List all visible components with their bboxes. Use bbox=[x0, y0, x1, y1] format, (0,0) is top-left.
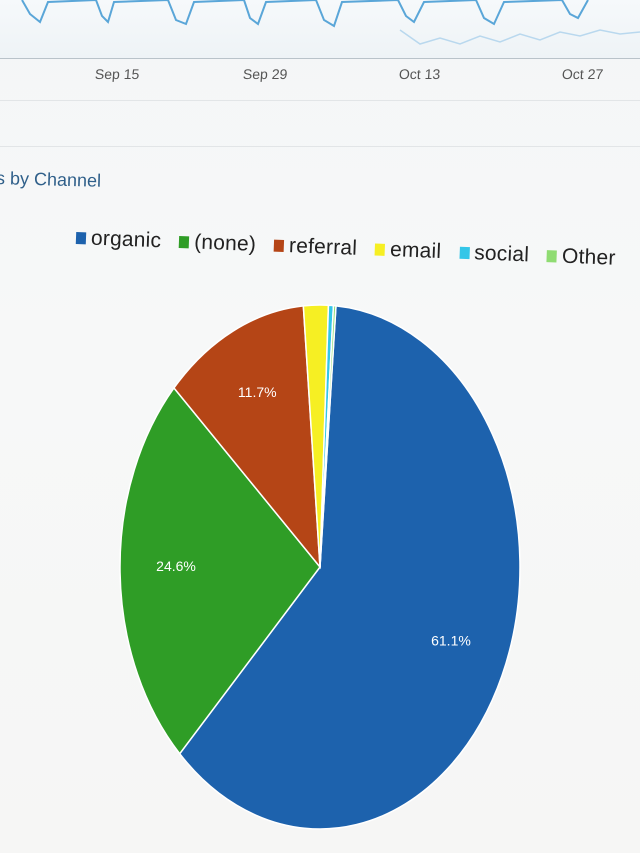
pie-slice-data-label: 61.1% bbox=[431, 632, 471, 648]
pie-slice-organic[interactable] bbox=[178, 305, 521, 830]
top-line-chart bbox=[0, 0, 640, 59]
pie-slice-referral[interactable] bbox=[173, 305, 321, 570]
pie-slice-none[interactable] bbox=[119, 386, 321, 755]
divider bbox=[0, 100, 640, 101]
pie-slice-data-label: 11.7% bbox=[238, 384, 277, 400]
pie-slice-other[interactable] bbox=[319, 304, 337, 568]
top-line-chart-series bbox=[21, 0, 640, 45]
divider bbox=[0, 146, 640, 147]
pie-slice-data-label: 24.6% bbox=[156, 558, 196, 574]
